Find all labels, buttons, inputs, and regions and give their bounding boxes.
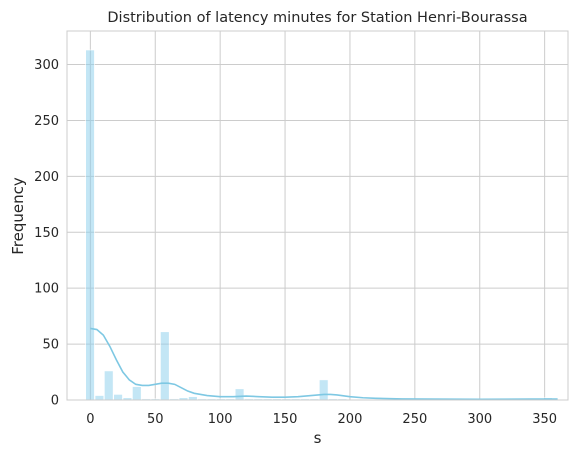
- plot-area: [67, 31, 568, 400]
- x-tick-label: 300: [467, 412, 492, 427]
- kde-curve: [90, 327, 558, 401]
- x-tick-label: 250: [402, 412, 427, 427]
- chart-title: Distribution of latency minutes for Stat…: [107, 10, 527, 26]
- y-tick-label: 50: [42, 338, 59, 353]
- y-axis-label: Frequency: [9, 177, 27, 255]
- histogram-bar: [113, 394, 123, 401]
- histogram-bar: [104, 370, 114, 401]
- x-tick-label: 150: [273, 412, 298, 427]
- x-tick-label: 100: [208, 412, 233, 427]
- histogram-bar: [234, 388, 245, 401]
- y-tick-label: 300: [34, 58, 59, 73]
- histogram-bar: [319, 379, 329, 401]
- histogram-bar: [85, 49, 95, 401]
- grid-lines: [67, 31, 568, 401]
- y-tick-label: 200: [34, 170, 59, 185]
- y-tick-label: 250: [34, 114, 59, 129]
- histogram-bar: [188, 396, 198, 401]
- y-tick-label: 150: [34, 226, 59, 241]
- x-tick-labels: 0 50 100 150 200 250 300 350: [86, 412, 557, 427]
- x-tick-label: 350: [532, 412, 557, 427]
- y-tick-labels: 0 50 100 150 200 250 300: [34, 58, 59, 408]
- plot-frame: [66, 30, 569, 401]
- y-tick-label: 0: [51, 394, 59, 409]
- histogram-bar: [132, 386, 142, 401]
- histogram-bar: [160, 331, 170, 401]
- x-tick-label: 50: [147, 412, 164, 427]
- y-tick-label: 100: [34, 282, 59, 297]
- x-tick-label: 200: [338, 412, 363, 427]
- histogram-bar: [94, 395, 105, 401]
- x-axis-label: s: [314, 429, 322, 447]
- x-tick-label: 0: [86, 412, 94, 427]
